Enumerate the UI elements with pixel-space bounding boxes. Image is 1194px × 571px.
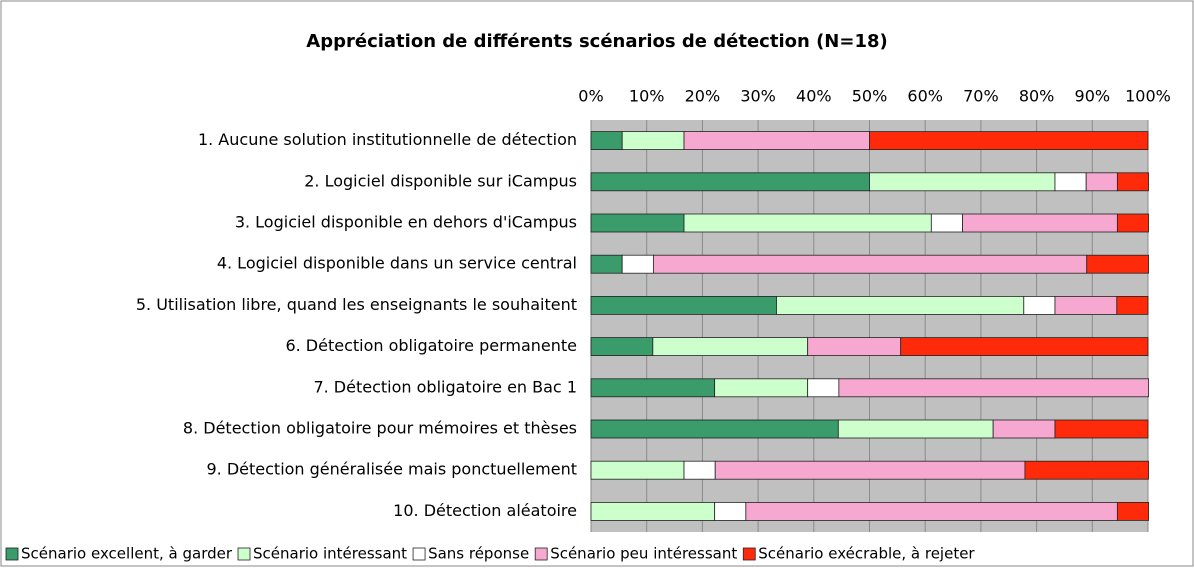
bar-segment <box>992 419 1056 439</box>
x-tick-label: 90% <box>1075 87 1111 106</box>
bar-segment <box>1086 254 1149 274</box>
bar-segment <box>683 131 870 151</box>
x-tick-label: 0% <box>578 87 603 106</box>
bar-segment <box>590 131 623 151</box>
y-tick-label: 6. Détection obligatoire permanente <box>285 336 577 355</box>
bar-segment <box>590 254 623 274</box>
bar-segment <box>714 378 809 398</box>
chart-title: Appréciation de différents scénarios de … <box>306 31 887 52</box>
x-tick-label: 100% <box>1125 87 1171 106</box>
bar-segment <box>590 172 870 192</box>
x-tick-label: 70% <box>963 87 999 106</box>
bar-segment <box>1054 172 1087 192</box>
bar-segment <box>1085 172 1118 192</box>
bar-segment <box>1116 213 1149 233</box>
y-tick-label: 10. Détection aléatoire <box>393 501 577 520</box>
bar-segment <box>745 501 1118 521</box>
bar-segment <box>683 460 716 480</box>
legend-label: Scénario intéressant <box>253 545 407 563</box>
bar-segment <box>590 213 685 233</box>
bar-segment <box>683 213 932 233</box>
bar-segment <box>714 501 747 521</box>
bar-segment <box>807 378 840 398</box>
bar-segment <box>1116 172 1149 192</box>
bar-segment <box>590 501 716 521</box>
bar-segment <box>1023 295 1056 315</box>
y-tick-label: 1. Aucune solution institutionnelle de d… <box>198 130 577 149</box>
bar-segment <box>590 295 777 315</box>
legend-label: Scénario excellent, à garder <box>21 545 233 563</box>
bar-segment <box>652 254 1088 274</box>
legend-swatch <box>742 547 756 561</box>
bar-segment <box>621 131 685 151</box>
bar-segment <box>900 337 1149 357</box>
bar-segment <box>590 419 839 439</box>
bar-segment <box>869 172 1056 192</box>
bar-segment <box>621 254 654 274</box>
x-tick-label: 80% <box>1019 87 1055 106</box>
bar-segment <box>590 378 716 398</box>
bar-segment <box>1054 419 1149 439</box>
bar-segment <box>807 337 902 357</box>
legend-label: Scénario exécrable, à rejeter <box>758 545 975 563</box>
x-tick-label: 20% <box>685 87 721 106</box>
y-tick-label: 4. Logiciel disponible dans un service c… <box>217 254 577 273</box>
x-tick-label: 30% <box>740 87 776 106</box>
bar-segment <box>1116 501 1149 521</box>
y-tick-label: 2. Logiciel disponible sur iCampus <box>304 171 577 190</box>
y-tick-label: 5. Utilisation libre, quand les enseigna… <box>136 295 577 314</box>
bar-segment <box>1024 460 1149 480</box>
x-tick-label: 10% <box>629 87 665 106</box>
bar-segment <box>776 295 1025 315</box>
x-tick-label: 40% <box>796 87 832 106</box>
y-tick-label: 7. Détection obligatoire en Bac 1 <box>313 377 577 396</box>
legend-label: Scénario peu intéressant <box>550 545 737 563</box>
bar-segment <box>869 131 1149 151</box>
y-tick-label: 8. Détection obligatoire pour mémoires e… <box>183 419 577 438</box>
legend-swatch <box>412 547 426 561</box>
bar-segment <box>590 460 685 480</box>
bar-segment <box>1054 295 1118 315</box>
y-tick-label: 3. Logiciel disponible en dehors d'iCamp… <box>235 213 577 232</box>
bar-segment <box>930 213 963 233</box>
legend-swatch <box>5 547 19 561</box>
bar-segment <box>838 378 1149 398</box>
bar-segment <box>652 337 809 357</box>
legend-swatch <box>534 547 548 561</box>
bar-segment <box>1116 295 1149 315</box>
legend-label: Sans réponse <box>428 545 529 563</box>
bar-segment <box>962 213 1118 233</box>
bar-segment <box>714 460 1026 480</box>
bar-segment <box>590 337 654 357</box>
legend-swatch <box>237 547 251 561</box>
x-tick-label: 50% <box>852 87 888 106</box>
y-tick-label: 9. Détection généralisée mais ponctuelle… <box>206 460 577 479</box>
x-tick-label: 60% <box>907 87 943 106</box>
bar-segment <box>837 419 994 439</box>
